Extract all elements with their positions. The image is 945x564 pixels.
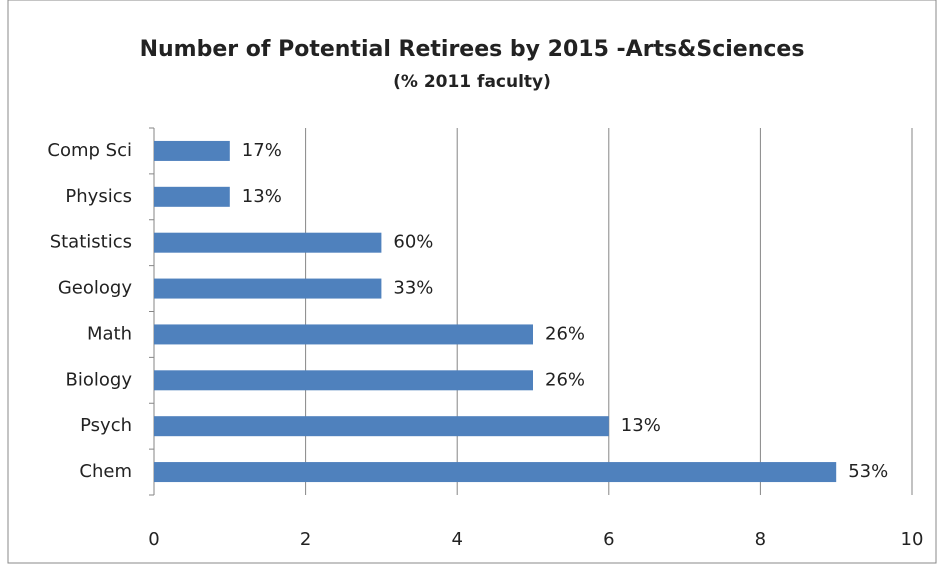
- x-tick-label: 6: [603, 529, 614, 550]
- data-label: 17%: [242, 140, 282, 161]
- data-label: 33%: [393, 278, 433, 299]
- data-label: 53%: [848, 461, 888, 482]
- x-tick-label: 4: [451, 529, 462, 550]
- bar: [154, 324, 533, 345]
- data-label: 13%: [621, 415, 661, 436]
- data-label: 13%: [242, 186, 282, 207]
- bar: [154, 140, 230, 161]
- y-tick-label: Geology: [58, 278, 132, 299]
- y-tick-label: Biology: [66, 369, 133, 390]
- bar: [154, 462, 837, 483]
- y-tick-label: Comp Sci: [47, 140, 132, 161]
- y-tick-label: Math: [87, 323, 132, 344]
- data-label: 26%: [545, 369, 585, 390]
- y-tick-label: Chem: [79, 461, 132, 482]
- chart-subtitle: (% 2011 faculty): [393, 72, 551, 92]
- data-label: 26%: [545, 323, 585, 344]
- bar: [154, 278, 382, 299]
- x-tick-label: 8: [755, 529, 766, 550]
- y-tick-label: Psych: [80, 415, 132, 436]
- y-tick-label: Statistics: [50, 232, 132, 253]
- bar: [154, 232, 382, 253]
- chart-title: Number of Potential Retirees by 2015 -Ar…: [140, 37, 805, 62]
- x-tick-label: 2: [300, 529, 311, 550]
- bar: [154, 416, 609, 437]
- x-tick-label: 10: [901, 529, 924, 550]
- y-tick-label: Physics: [65, 186, 132, 207]
- bar: [154, 186, 230, 207]
- bar: [154, 370, 533, 391]
- x-tick-label: 0: [148, 529, 159, 550]
- data-label: 60%: [393, 232, 433, 253]
